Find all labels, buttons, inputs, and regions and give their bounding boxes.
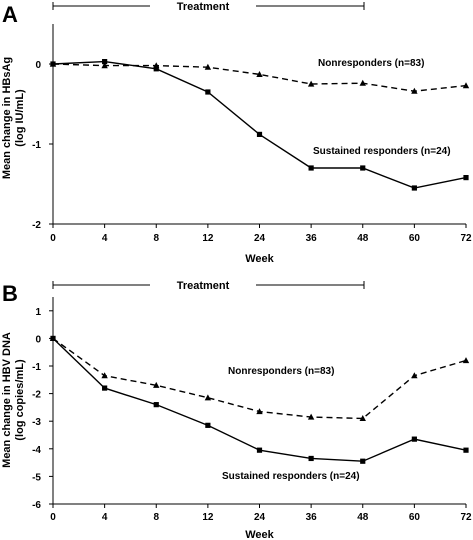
- series-line: [52, 337, 467, 462]
- data-point-square: [50, 61, 56, 67]
- data-point-triangle: [359, 79, 366, 86]
- y-axis-title: Mean change in HBV DNA: [1, 332, 13, 468]
- y-tick-label: -1: [32, 362, 41, 373]
- data-point-square: [360, 165, 366, 171]
- series-label: Nonresponders (n=83): [318, 58, 424, 69]
- series-line: [52, 60, 467, 189]
- panel-letter: B: [2, 281, 18, 306]
- data-point-triangle: [204, 394, 212, 401]
- data-point-square: [411, 185, 417, 191]
- series-sustained-responders: Sustained responders (n=24): [50, 59, 469, 191]
- x-tick-label: 24: [254, 233, 266, 244]
- y-tick-label: -5: [32, 472, 41, 483]
- y-tick-label: -2: [32, 220, 41, 231]
- data-point-square: [360, 458, 366, 464]
- data-point-square: [153, 66, 159, 72]
- data-point-triangle: [204, 63, 212, 70]
- data-point-triangle: [153, 381, 160, 388]
- x-tick-label: 8: [153, 233, 159, 244]
- data-point-triangle: [359, 415, 366, 422]
- series-nonresponders: Nonresponders (n=83): [49, 335, 470, 422]
- series-label: Sustained responders (n=24): [222, 471, 360, 482]
- series-line: [52, 337, 467, 420]
- data-point-triangle: [307, 413, 315, 420]
- x-tick-label: 72: [460, 233, 472, 244]
- y-axis-title: (log IU/mL): [14, 89, 26, 147]
- data-point-triangle: [101, 62, 108, 69]
- x-tick-label: 0: [50, 233, 56, 244]
- x-tick-label: 48: [357, 512, 369, 523]
- data-point-square: [205, 89, 211, 95]
- y-axis-title: (log copies/mL): [14, 359, 26, 441]
- panel-letter: A: [2, 2, 18, 27]
- x-tick-label: 72: [460, 512, 472, 523]
- treatment-label: Treatment: [177, 280, 230, 292]
- series-sustained-responders: Sustained responders (n=24): [50, 335, 469, 482]
- treatment-label: Treatment: [177, 1, 230, 13]
- data-point-triangle: [462, 357, 470, 364]
- data-point-triangle: [462, 82, 470, 89]
- data-point-triangle: [101, 372, 108, 379]
- data-point-square: [308, 165, 314, 171]
- x-axis-title: Week: [245, 529, 274, 540]
- data-point-square: [50, 335, 56, 341]
- data-point-square: [256, 447, 263, 453]
- x-tick-label: 36: [306, 233, 318, 244]
- data-point-triangle: [256, 71, 263, 77]
- y-tick-label: -2: [32, 390, 41, 401]
- x-tick-label: 4: [102, 233, 108, 244]
- data-point-triangle: [411, 372, 418, 379]
- x-tick-label: 4: [102, 512, 108, 523]
- x-tick-label: 60: [409, 233, 421, 244]
- data-point-square: [153, 402, 159, 408]
- x-tick-label: 24: [254, 512, 266, 523]
- x-tick-label: 8: [153, 512, 159, 523]
- data-point-square: [308, 455, 314, 462]
- data-point-triangle: [256, 408, 263, 415]
- x-tick-label: 12: [202, 512, 214, 523]
- data-point-square: [205, 422, 211, 428]
- x-tick-label: 0: [50, 512, 56, 523]
- data-point-triangle: [307, 80, 315, 87]
- x-tick-label: 12: [202, 233, 214, 244]
- y-tick-label: -1: [32, 140, 41, 151]
- y-tick-label: 0: [35, 60, 41, 71]
- x-axis-title: Week: [245, 253, 274, 265]
- data-point-square: [463, 175, 469, 181]
- data-point-square: [256, 131, 263, 137]
- data-point-square: [102, 385, 108, 391]
- series-label: Sustained responders (n=24): [313, 146, 451, 157]
- y-tick-label: -3: [32, 417, 41, 428]
- data-point-square: [102, 59, 108, 65]
- x-tick-label: 60: [409, 512, 421, 523]
- y-tick-label: 0: [35, 334, 41, 345]
- x-tick-label: 36: [306, 512, 318, 523]
- x-tick-label: 48: [357, 233, 369, 244]
- data-point-square: [411, 436, 417, 442]
- data-point-triangle: [411, 87, 418, 94]
- y-tick-label: -4: [32, 445, 41, 456]
- data-point-square: [463, 447, 469, 453]
- y-axis-title: Mean change in HBsAg: [1, 57, 13, 179]
- y-tick-label: 1: [35, 307, 41, 318]
- series-label: Nonresponders (n=83): [228, 366, 334, 377]
- y-tick-label: -6: [32, 500, 41, 511]
